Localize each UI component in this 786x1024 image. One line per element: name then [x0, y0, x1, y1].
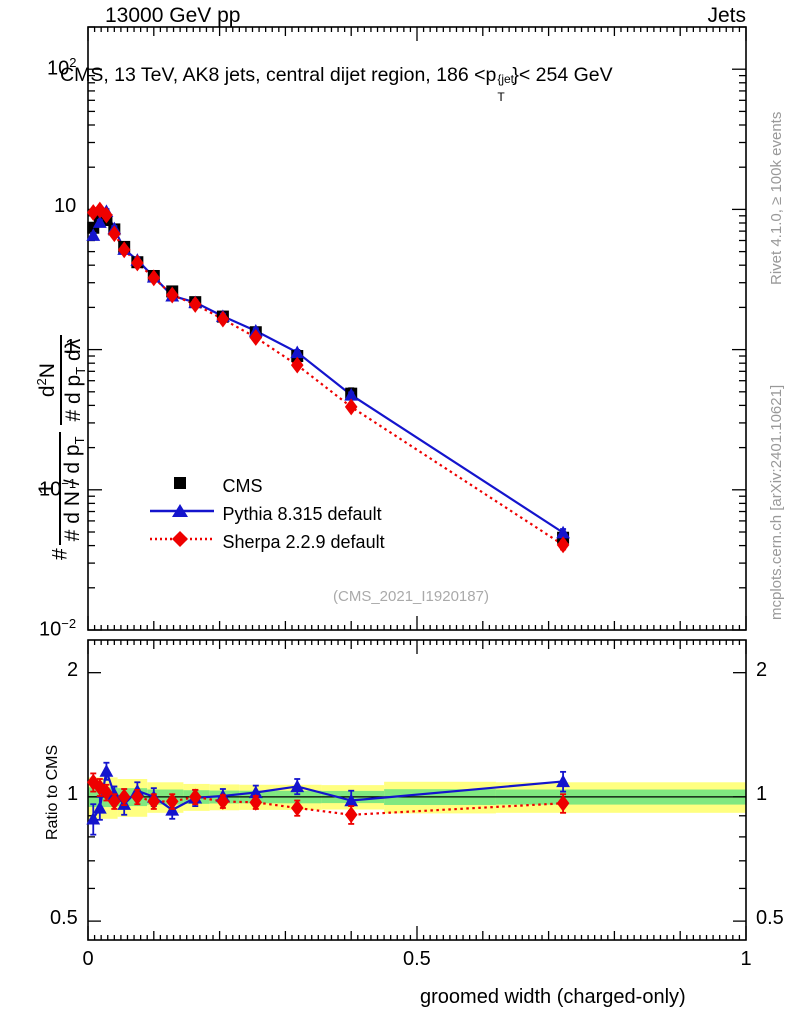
data-marker-triangle: [92, 215, 107, 228]
axis-tick-label: 10−1: [39, 475, 77, 501]
yaxis-title: # 1 # d N / d pT d2N # d pT dλ: [34, 334, 89, 560]
data-marker-triangle: [556, 525, 570, 539]
plot-title: CMS, 13 TeV, AK8 jets, central dijet reg…: [60, 64, 613, 104]
data-marker-triangle: [86, 811, 101, 825]
yaxis-num-sup: 2: [34, 378, 49, 386]
data-marker-diamond: [344, 398, 358, 416]
data-marker-diamond: [100, 206, 113, 224]
data-marker-triangle: [99, 764, 114, 777]
xaxis-title: groomed width (charged-only): [420, 986, 686, 1008]
yaxis-hash-1: #: [48, 548, 72, 560]
data-marker-diamond: [290, 799, 304, 817]
axis-tick-label: 0.5: [403, 948, 431, 970]
plot-title-tail: }< 254 GeV: [512, 64, 613, 86]
data-marker-diamond: [147, 793, 161, 810]
axis-tick-label: 0.5: [756, 907, 784, 930]
legend-item-0[interactable]: CMS: [148, 472, 385, 500]
data-marker-diamond: [108, 793, 121, 810]
legend-marker-sherpa: [148, 529, 218, 559]
axis-tick-label: 10: [54, 195, 77, 218]
data-marker-diamond: [117, 241, 131, 259]
data-marker-diamond: [165, 793, 179, 810]
data-marker-triangle: [248, 785, 263, 799]
axis-tick-label: 0: [82, 948, 94, 970]
data-marker-diamond: [344, 806, 358, 824]
legend-item-2[interactable]: Sherpa 2.2.9 default: [148, 528, 385, 556]
legend: CMS Pythia 8.315 default Sherpa 2.2.9 de…: [148, 472, 385, 556]
data-marker-diamond: [131, 788, 144, 806]
legend-item-1[interactable]: Pythia 8.315 default: [148, 500, 385, 528]
yaxis-num-rest: N: [36, 363, 59, 379]
axis-tick-label: 102: [47, 55, 77, 80]
mcplots-source-label: mcplots.cern.ch [arXiv:2401.10621]: [768, 384, 785, 620]
data-marker-diamond: [216, 793, 230, 810]
plot-title-subscript: T: [497, 90, 505, 104]
data-marker-triangle: [556, 774, 570, 788]
data-marker-diamond: [249, 793, 263, 811]
data-marker-triangle: [344, 388, 359, 401]
data-marker-triangle: [92, 801, 107, 814]
data-marker-diamond: [188, 296, 202, 313]
legend-marker-cms: [148, 473, 218, 503]
axis-tick-label: 1: [740, 948, 752, 970]
axis-tick-label: 1: [756, 782, 768, 805]
data-marker-diamond: [165, 286, 179, 304]
plot-title-superscript: {jet: [497, 72, 514, 86]
data-marker-triangle: [344, 793, 359, 807]
data-marker-diamond: [108, 225, 121, 243]
legend-label-pythia: Pythia 8.315 default: [222, 504, 382, 524]
data-marker-diamond: [117, 788, 131, 806]
header-left-label: 13000 GeV pp: [105, 4, 241, 27]
rivet-version-label: Rivet 4.1.0, ≥ 100k events: [768, 111, 785, 285]
header-right-label: Jets: [707, 4, 746, 27]
data-marker-diamond: [188, 788, 202, 806]
legend-label-cms: CMS: [222, 476, 263, 496]
legend-marker-pythia: [148, 501, 218, 531]
data-marker-triangle: [290, 345, 305, 359]
axis-tick-label: 2: [756, 658, 768, 681]
axis-tick-label: 1: [65, 335, 77, 358]
data-marker-diamond: [290, 356, 304, 374]
data-marker-triangle: [86, 228, 101, 241]
ratio-yaxis-title: Ratio to CMS: [44, 744, 61, 840]
yaxis-num-d: d: [36, 385, 59, 398]
data-marker-triangle: [290, 779, 305, 793]
yaxis-main-numerator: d2N: [34, 334, 62, 426]
yaxis-den-text: # d p: [62, 374, 85, 422]
data-marker-diamond: [249, 329, 263, 346]
axis-tick-label: 0.5: [50, 907, 78, 930]
yaxis-den-sub: T: [73, 366, 89, 375]
data-marker-diamond: [131, 254, 144, 272]
yaxis-frac-den-sub: T: [72, 436, 88, 445]
legend-label-sherpa: Sherpa 2.2.9 default: [222, 532, 385, 552]
data-marker-diamond: [556, 794, 570, 812]
axis-tick-label: 2: [67, 658, 79, 681]
axis-tick-label: 10−2: [39, 616, 77, 641]
plot-title-text: CMS, 13 TeV, AK8 jets, central dijet reg…: [60, 64, 497, 86]
data-marker-diamond: [147, 269, 161, 287]
analysis-id-watermark: (CMS_2021_I1920187): [333, 588, 489, 605]
data-marker-diamond: [100, 784, 113, 801]
data-marker-diamond: [556, 536, 570, 554]
axis-tick-label: 1: [67, 782, 79, 805]
data-marker-diamond: [216, 310, 230, 328]
